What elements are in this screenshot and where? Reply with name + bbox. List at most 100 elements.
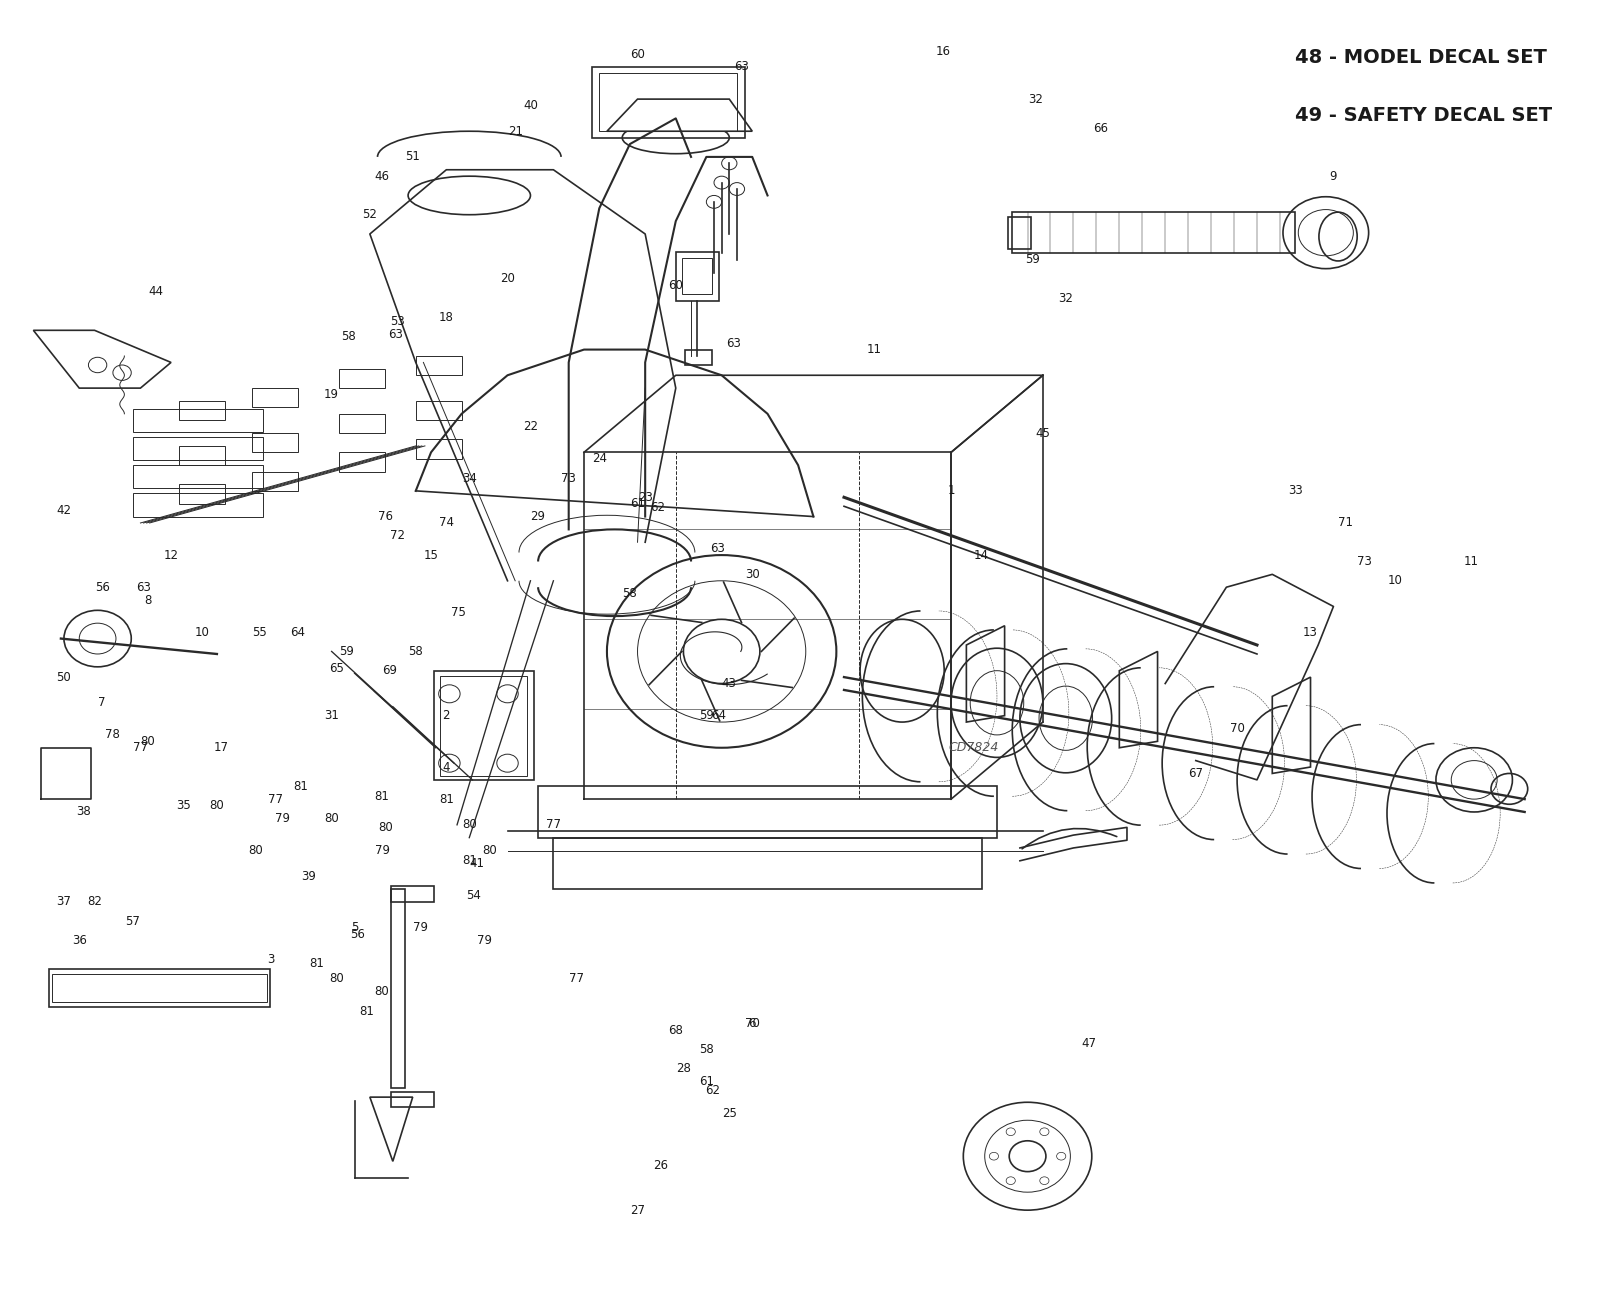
Bar <box>339 453 386 472</box>
Text: 81: 81 <box>374 789 389 804</box>
Text: 75: 75 <box>451 606 466 619</box>
Text: 5: 5 <box>350 921 358 934</box>
Text: 62: 62 <box>650 501 666 513</box>
Bar <box>133 437 262 461</box>
Text: 65: 65 <box>328 662 344 675</box>
Text: 63: 63 <box>734 61 749 74</box>
Text: 32: 32 <box>1058 292 1074 304</box>
Text: 9: 9 <box>1330 170 1338 183</box>
Text: 19: 19 <box>325 388 339 401</box>
Bar <box>600 74 738 132</box>
Text: 77: 77 <box>546 818 562 831</box>
Text: 52: 52 <box>363 208 378 221</box>
Text: 20: 20 <box>501 272 515 285</box>
Text: 27: 27 <box>630 1204 645 1216</box>
Bar <box>339 369 386 388</box>
Text: 73: 73 <box>1357 555 1371 568</box>
Text: 41: 41 <box>469 857 485 869</box>
Text: 66: 66 <box>1093 123 1109 135</box>
Text: 56: 56 <box>94 580 110 593</box>
Text: 58: 58 <box>622 587 637 600</box>
Text: 60: 60 <box>630 48 645 61</box>
Text: 8: 8 <box>144 593 152 606</box>
Text: 58: 58 <box>341 330 355 343</box>
Text: 57: 57 <box>125 915 141 928</box>
Bar <box>592 67 744 138</box>
Bar <box>133 466 262 489</box>
Text: 50: 50 <box>56 671 72 684</box>
Text: 35: 35 <box>176 799 190 813</box>
Text: 64: 64 <box>710 710 726 722</box>
Text: 22: 22 <box>523 421 538 433</box>
Bar <box>179 401 224 421</box>
Text: 11: 11 <box>867 343 882 356</box>
Bar <box>339 414 386 433</box>
Bar <box>51 974 267 1002</box>
Bar <box>416 440 462 459</box>
Text: 79: 79 <box>275 811 290 824</box>
Text: 70: 70 <box>746 1018 760 1031</box>
Text: 81: 81 <box>309 957 323 970</box>
Text: 3: 3 <box>267 953 274 966</box>
Bar <box>253 472 298 491</box>
Text: 11: 11 <box>1464 555 1478 568</box>
Text: 26: 26 <box>653 1158 667 1171</box>
Polygon shape <box>34 330 171 388</box>
Text: 40: 40 <box>523 99 538 112</box>
Text: 7: 7 <box>99 697 106 710</box>
Text: 80: 80 <box>248 844 262 857</box>
Text: 63: 63 <box>136 580 150 593</box>
Polygon shape <box>370 1096 413 1161</box>
Bar <box>440 676 528 777</box>
Bar <box>133 409 262 432</box>
Text: 10: 10 <box>1387 574 1402 587</box>
Text: 71: 71 <box>1338 516 1354 529</box>
Text: 13: 13 <box>1302 626 1318 639</box>
Text: 67: 67 <box>1189 768 1203 780</box>
Bar <box>1013 212 1296 253</box>
Text: 34: 34 <box>462 472 477 485</box>
Bar <box>416 401 462 421</box>
Text: CD7824: CD7824 <box>949 742 998 755</box>
Text: 68: 68 <box>669 1024 683 1037</box>
Text: 59: 59 <box>339 645 354 658</box>
Bar <box>1008 217 1030 249</box>
Text: 39: 39 <box>301 869 317 882</box>
Text: 30: 30 <box>746 568 760 580</box>
Text: 80: 80 <box>210 799 224 813</box>
Bar <box>682 258 712 294</box>
Text: 80: 80 <box>325 811 339 824</box>
Text: 24: 24 <box>592 453 606 466</box>
Text: 2: 2 <box>443 710 450 722</box>
Text: 44: 44 <box>149 285 163 298</box>
Bar <box>179 446 224 466</box>
Bar <box>416 356 462 375</box>
Text: 15: 15 <box>424 548 438 561</box>
Text: 77: 77 <box>133 742 147 755</box>
Bar <box>253 433 298 453</box>
Text: 77: 77 <box>570 973 584 986</box>
Bar <box>392 1093 434 1107</box>
Text: 18: 18 <box>438 311 454 324</box>
Bar <box>675 252 718 301</box>
Bar <box>392 886 434 902</box>
Bar <box>179 485 224 503</box>
Text: 21: 21 <box>507 125 523 138</box>
Text: 81: 81 <box>360 1005 374 1018</box>
Text: 31: 31 <box>325 710 339 722</box>
Text: 81: 81 <box>293 779 309 793</box>
Text: 53: 53 <box>390 315 405 328</box>
Text: 82: 82 <box>86 895 102 908</box>
Text: 79: 79 <box>374 844 389 857</box>
Text: 61: 61 <box>630 497 645 511</box>
Text: 74: 74 <box>438 516 454 529</box>
Text: 1: 1 <box>947 484 955 498</box>
Text: 59: 59 <box>1024 253 1040 266</box>
Bar <box>538 787 997 837</box>
Text: 73: 73 <box>562 472 576 485</box>
Text: 45: 45 <box>1035 427 1050 440</box>
Text: 80: 80 <box>482 844 496 857</box>
Text: 62: 62 <box>706 1084 720 1098</box>
Bar <box>685 350 712 365</box>
Text: 10: 10 <box>194 626 210 639</box>
